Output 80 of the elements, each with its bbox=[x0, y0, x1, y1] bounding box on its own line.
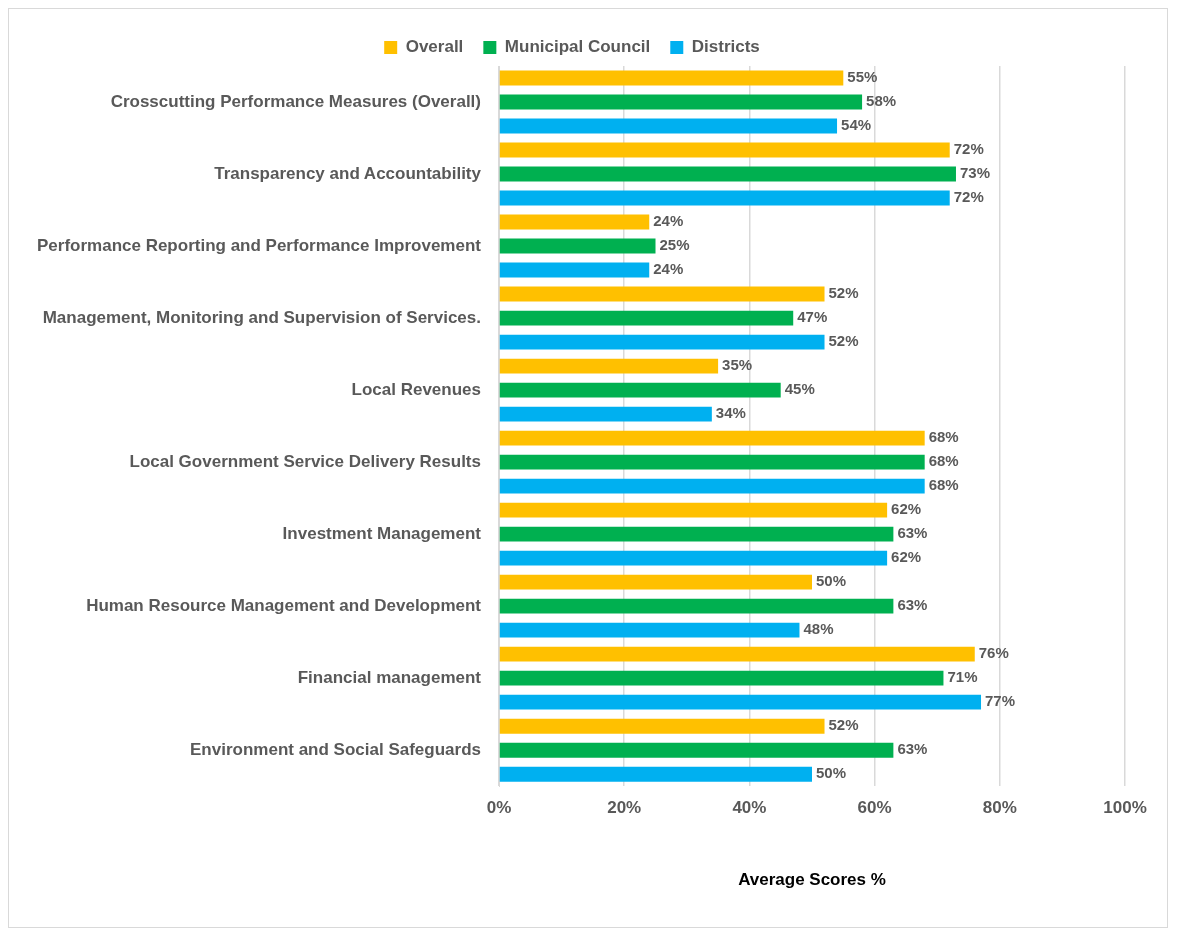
bar bbox=[499, 598, 894, 614]
bar bbox=[499, 766, 812, 782]
data-label: 68% bbox=[928, 428, 959, 446]
data-label: 25% bbox=[659, 236, 690, 254]
bar bbox=[499, 118, 838, 134]
data-label: 63% bbox=[897, 740, 928, 758]
data-label: 63% bbox=[897, 596, 928, 614]
y-tick-label: Local Government Service Delivery Results bbox=[129, 451, 481, 471]
data-label: 76% bbox=[978, 644, 1009, 662]
y-tick-label: Management, Monitoring and Supervision of Services. bbox=[42, 307, 481, 327]
bar bbox=[499, 262, 650, 278]
bar bbox=[499, 238, 656, 254]
bar bbox=[499, 142, 950, 158]
data-label: 58% bbox=[866, 92, 897, 110]
bar bbox=[499, 622, 800, 638]
y-tick-label: Crosscutting Performance Measures (Overall) bbox=[110, 91, 481, 111]
bar bbox=[499, 310, 794, 326]
data-label: 77% bbox=[985, 692, 1016, 710]
data-label: 62% bbox=[891, 548, 922, 566]
data-label: 52% bbox=[828, 332, 859, 350]
data-label: 68% bbox=[928, 476, 959, 494]
bar bbox=[499, 574, 812, 590]
data-label: 47% bbox=[797, 308, 828, 326]
bar bbox=[499, 526, 894, 542]
y-tick-label: Investment Management bbox=[282, 523, 482, 543]
data-label: 24% bbox=[653, 212, 684, 230]
bar bbox=[499, 382, 781, 398]
data-label: 72% bbox=[953, 188, 984, 206]
bar bbox=[499, 718, 825, 734]
bar bbox=[499, 694, 982, 710]
data-label: 72% bbox=[953, 140, 984, 158]
x-tick-label: 80% bbox=[982, 798, 1017, 818]
data-label: 63% bbox=[897, 524, 928, 542]
data-label: 48% bbox=[803, 620, 834, 638]
y-tick-label: Financial management bbox=[297, 667, 482, 687]
data-label: 50% bbox=[816, 764, 847, 782]
x-tick-label: 0% bbox=[486, 798, 512, 818]
bar bbox=[499, 550, 888, 566]
data-label: 55% bbox=[847, 68, 878, 86]
bar bbox=[499, 742, 894, 758]
data-label: 54% bbox=[841, 116, 872, 134]
bar bbox=[499, 670, 944, 686]
data-label: 52% bbox=[828, 284, 859, 302]
y-tick-label: Human Resource Management and Development bbox=[86, 595, 482, 615]
bar bbox=[499, 190, 950, 206]
data-label: 71% bbox=[947, 668, 978, 686]
legend-label: Municipal Council bbox=[504, 37, 651, 57]
bar bbox=[499, 358, 719, 374]
data-label: 62% bbox=[891, 500, 922, 518]
x-tick-label: 20% bbox=[607, 798, 642, 818]
x-axis-title: Average Scores % bbox=[738, 870, 886, 890]
bar bbox=[499, 646, 975, 662]
y-tick-label: Environment and Social Safeguards bbox=[190, 739, 481, 759]
bar bbox=[499, 94, 863, 110]
bar bbox=[499, 430, 925, 446]
data-label: 68% bbox=[928, 452, 959, 470]
data-label: 24% bbox=[653, 260, 684, 278]
bar bbox=[499, 478, 925, 494]
data-label: 35% bbox=[722, 356, 753, 374]
x-tick-label: 40% bbox=[732, 798, 767, 818]
x-tick-label: 100% bbox=[1103, 798, 1147, 818]
data-label: 34% bbox=[715, 404, 746, 422]
x-tick-label: 60% bbox=[857, 798, 892, 818]
bar bbox=[499, 70, 844, 86]
bar bbox=[499, 454, 925, 470]
bar bbox=[499, 334, 825, 350]
y-tick-label: Performance Reporting and Performance Improvement bbox=[36, 235, 482, 255]
y-tick-label: Transparency and Accountability bbox=[214, 163, 482, 183]
y-tick-label: Local Revenues bbox=[351, 379, 481, 399]
legend-label: Overall bbox=[405, 37, 464, 57]
bar bbox=[499, 286, 825, 302]
data-label: 50% bbox=[816, 572, 847, 590]
data-label: 45% bbox=[784, 380, 815, 398]
data-label: 52% bbox=[828, 716, 859, 734]
bar bbox=[499, 214, 650, 230]
data-label: 73% bbox=[959, 164, 991, 182]
bar bbox=[499, 502, 888, 518]
bar bbox=[499, 406, 712, 422]
legend-label: Districts bbox=[691, 37, 760, 57]
bar bbox=[499, 166, 956, 182]
